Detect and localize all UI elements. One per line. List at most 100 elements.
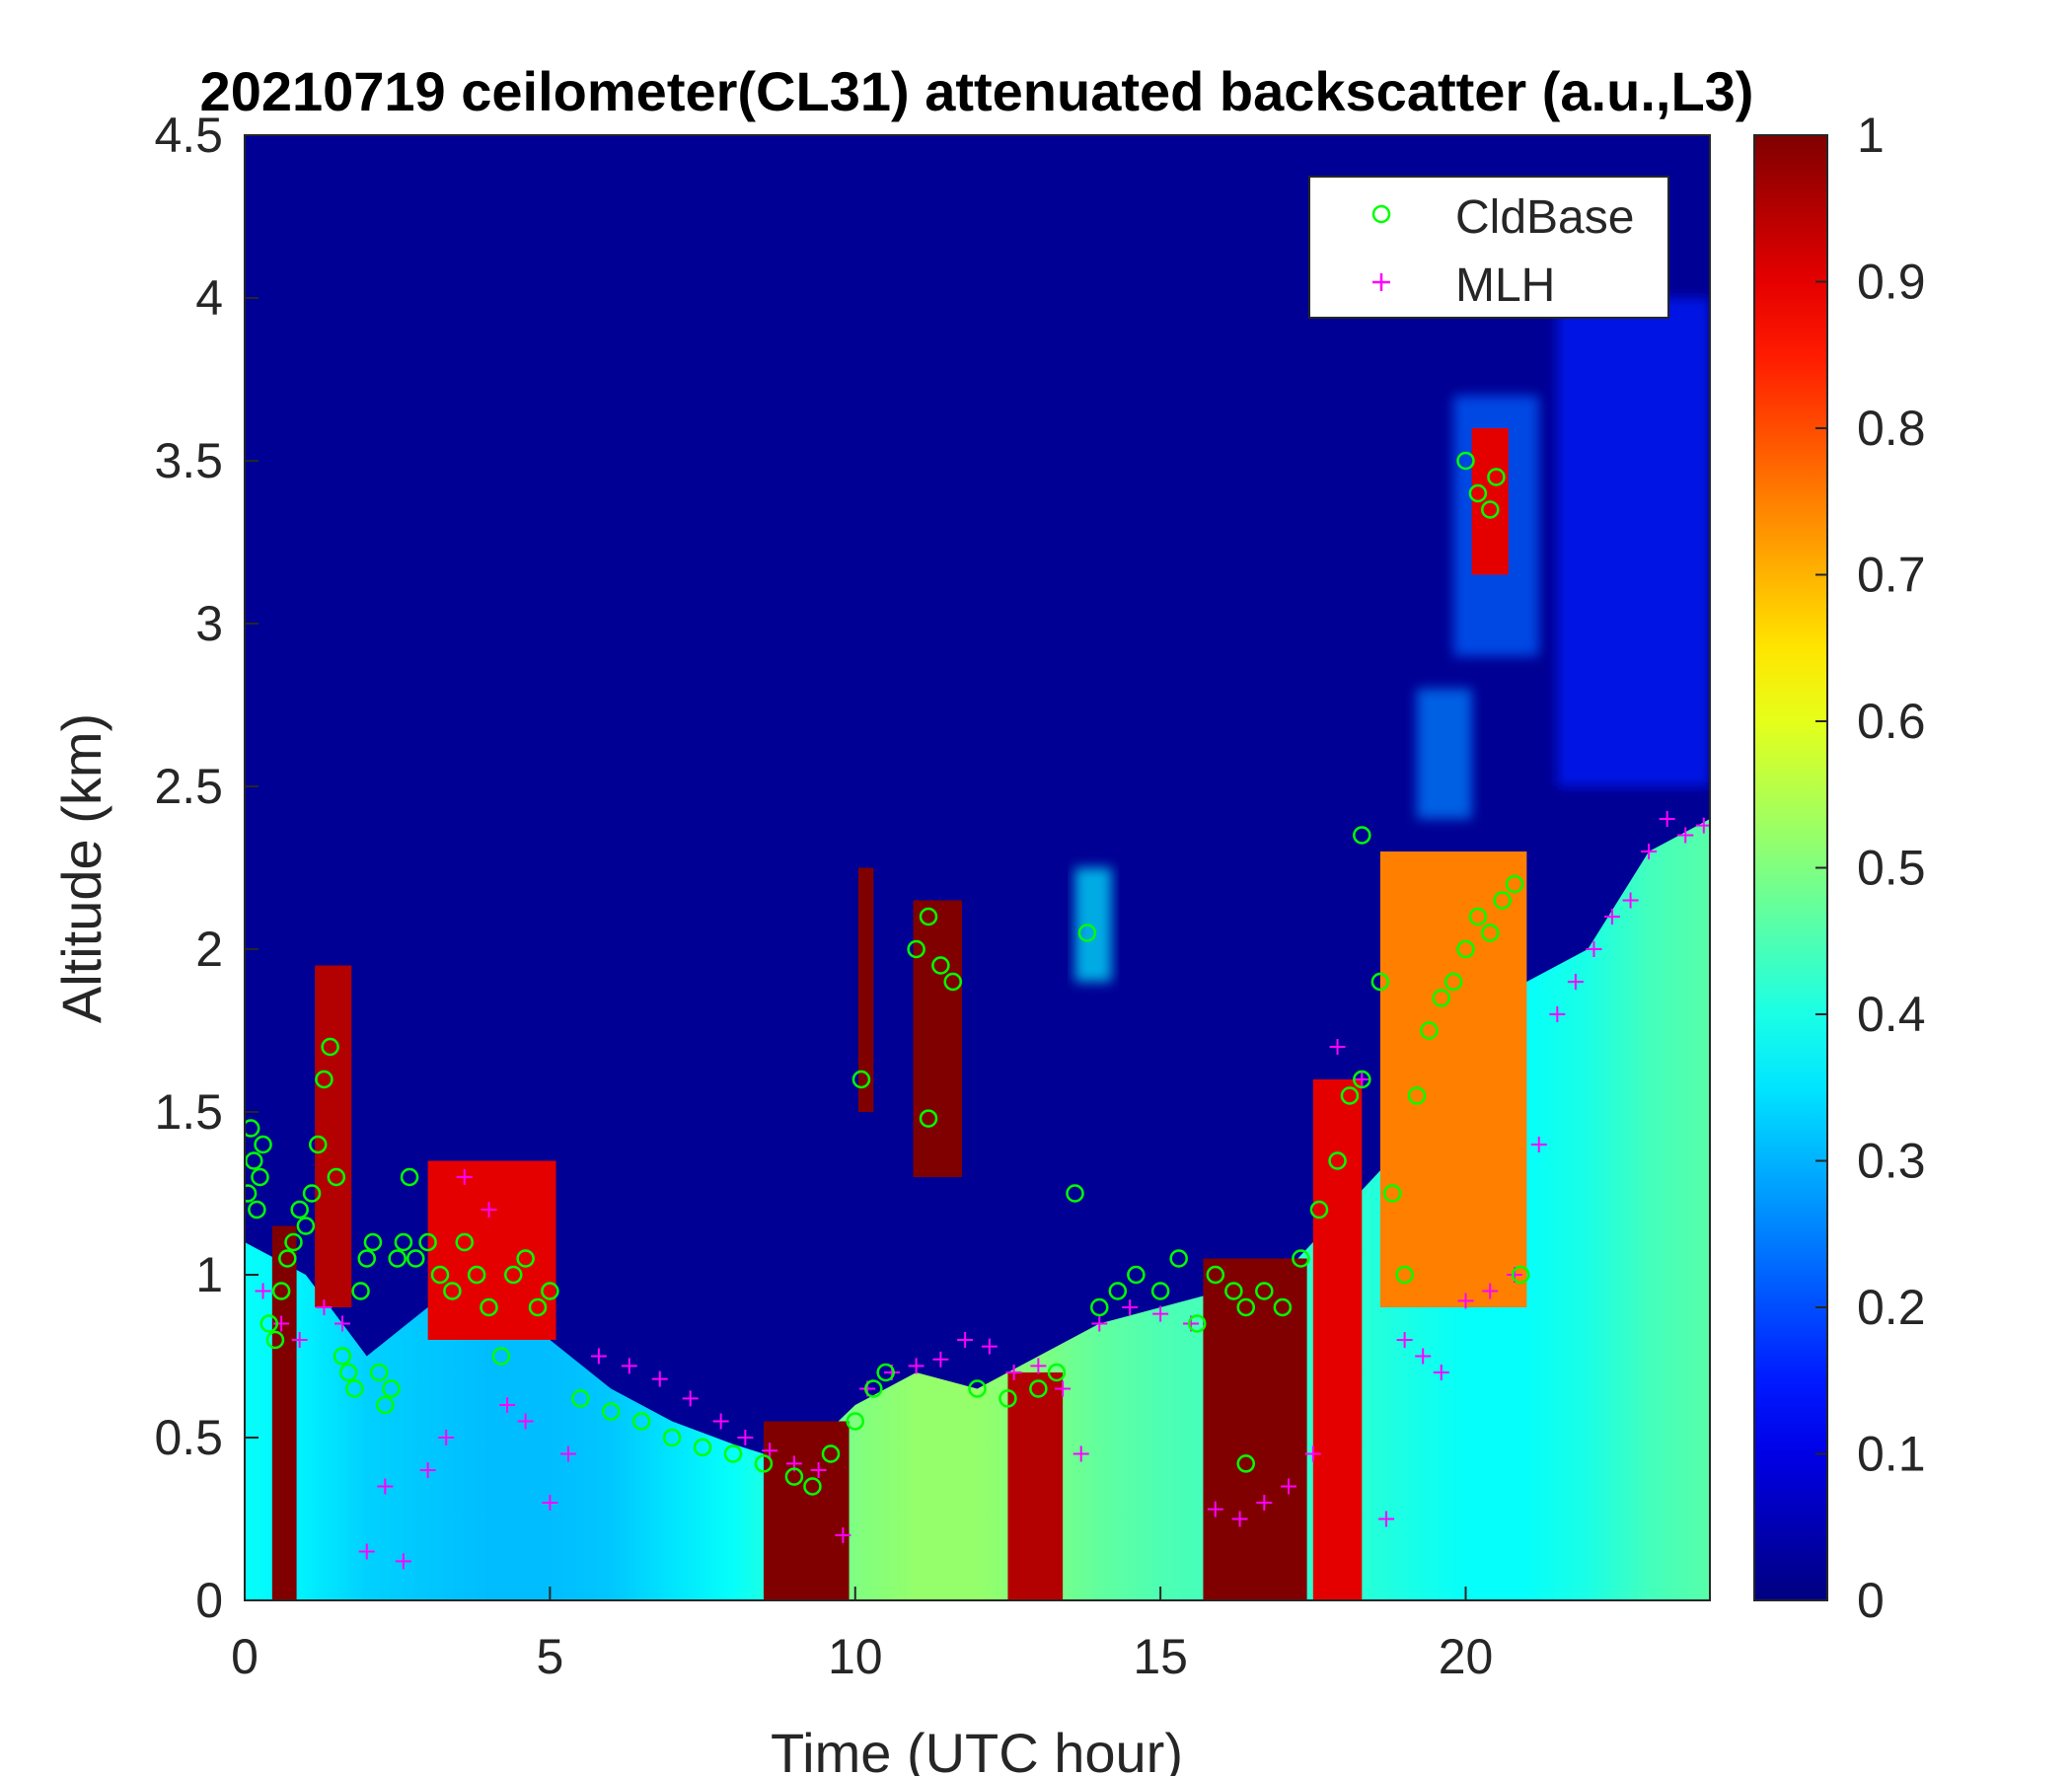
mlh-point: [316, 1299, 333, 1315]
cldbase-point: [1090, 1297, 1109, 1317]
mlh-point: [1457, 1293, 1474, 1309]
mlh-point: [1055, 1380, 1072, 1397]
colorbar-tick-label: 0.9: [1857, 255, 1926, 310]
cldbase-point: [1236, 1454, 1255, 1473]
legend: CldBase MLH: [1308, 176, 1669, 319]
mlh-point: [932, 1351, 949, 1368]
y-tick-label: 4: [195, 270, 223, 326]
high-backscatter-region-5: [913, 900, 963, 1177]
cldbase-point: [1443, 972, 1463, 992]
mlh-point: [1091, 1315, 1108, 1332]
mlh-point: [1482, 1283, 1499, 1299]
cldbase-point: [251, 1167, 269, 1187]
mlh-point: [1530, 1137, 1547, 1152]
legend-label-mlh: MLH: [1455, 259, 1555, 312]
cldbase-point: [1029, 1379, 1048, 1398]
legend-label-cldbase: CldBase: [1455, 191, 1634, 244]
cldbase-point: [1395, 1265, 1414, 1285]
cldbase-point: [1328, 1151, 1347, 1170]
cldbase-point: [919, 1109, 938, 1128]
colorbar-tick-label: 0.1: [1857, 1427, 1926, 1482]
plot-frame: [244, 134, 1711, 1601]
mlh-point: [481, 1202, 497, 1218]
cldbase-point: [999, 1389, 1017, 1408]
y-axis: 0 0.5 1 1.5 2 2.5 3 3.5 4 4.5: [154, 108, 259, 1628]
mlh-point: [1396, 1332, 1413, 1348]
cldbase-point: [1487, 468, 1506, 486]
cldbase-point: [418, 1232, 437, 1252]
chart-title: 20210719 ceilometer(CL31) attenuated bac…: [200, 60, 1754, 122]
mlh-point: [1641, 844, 1658, 859]
cldbase-point: [338, 1363, 358, 1382]
cldbase-point: [271, 1282, 291, 1300]
cldbase-point: [480, 1297, 498, 1317]
cldbase-point: [662, 1428, 682, 1447]
mlh-point: [1329, 1039, 1346, 1055]
mlh-point: [1415, 1348, 1432, 1365]
mlh-point: [621, 1358, 637, 1374]
cldbase-point: [1255, 1282, 1274, 1300]
mlh-point: [1354, 1072, 1370, 1087]
cldbase-point: [1188, 1314, 1207, 1333]
cldbase-point: [851, 1070, 871, 1089]
cldbase-point: [907, 939, 925, 959]
mlh-point: [1586, 941, 1602, 957]
x-axis: 0 5 10 15 20: [231, 1587, 1493, 1684]
cldbase-point: [245, 1119, 260, 1138]
cldbase-point: [943, 972, 962, 992]
cldbase-point: [1456, 939, 1475, 959]
cldbase-point: [296, 1217, 316, 1235]
cldbase-point: [1456, 451, 1475, 471]
cldbase-point: [919, 907, 938, 926]
cldbase-point: [248, 1200, 266, 1220]
cldbase-point: [1353, 1070, 1371, 1089]
mlh-point: [682, 1390, 699, 1407]
colorbar: 0 0.1 0.2 0.3 0.4 0.5 0.6 0.7 0.8 0.9 1: [1753, 108, 1926, 1628]
y-tick-label: 1: [195, 1247, 223, 1302]
mlh-point: [712, 1413, 729, 1430]
cldbase-point: [1292, 1249, 1310, 1268]
cldbase-point: [1340, 1086, 1360, 1105]
cldbase-point: [1420, 1021, 1439, 1040]
cldbase-point: [1077, 924, 1097, 942]
legend-box: [1308, 176, 1669, 319]
cldbase-point: [541, 1282, 559, 1300]
cldbase-point: [693, 1438, 712, 1457]
cldbase-point: [245, 1151, 263, 1170]
cldbase-point: [1481, 924, 1500, 942]
colorbar-tick-label: 1: [1857, 108, 1885, 163]
cldbase-point: [290, 1200, 309, 1220]
mlh-point: [590, 1348, 607, 1365]
y-tick-label: 3.5: [154, 433, 223, 488]
cldbase-point: [1468, 907, 1488, 926]
light-scatter-region-3: [1557, 298, 1710, 786]
colorbar-tick-label: 0.4: [1857, 987, 1926, 1042]
mlh-point: [908, 1358, 925, 1374]
x-tick-label: 15: [1133, 1629, 1188, 1684]
cldbase-point: [407, 1249, 425, 1268]
cldbase-point: [516, 1249, 535, 1268]
high-backscatter-region-4: [857, 867, 874, 1112]
y-tick-label: 4.5: [154, 108, 223, 163]
mlh-point: [762, 1443, 778, 1459]
cldbase-point: [309, 1135, 328, 1154]
mlh-point: [456, 1169, 473, 1185]
mlh-point: [1281, 1478, 1297, 1495]
cldbase-point: [1206, 1265, 1225, 1285]
x-tick-label: 5: [536, 1629, 563, 1684]
cldbase-point: [602, 1402, 621, 1421]
cldbase-point: [528, 1297, 548, 1317]
mlh-point: [1030, 1358, 1047, 1374]
mlh-point: [438, 1430, 455, 1445]
mlh-point: [1256, 1495, 1273, 1511]
cldbase-point: [1047, 1363, 1067, 1382]
plot-area: [244, 134, 1711, 1601]
mlh-point: [377, 1478, 394, 1495]
mlh-point: [1231, 1511, 1248, 1527]
cldbase-point: [376, 1395, 395, 1415]
mlh-point: [334, 1315, 350, 1332]
mlh-point: [1304, 1445, 1321, 1462]
cldbase-point: [265, 1330, 285, 1350]
x-tick-label: 0: [231, 1629, 259, 1684]
high-backscatter-region-0: [271, 1225, 297, 1600]
